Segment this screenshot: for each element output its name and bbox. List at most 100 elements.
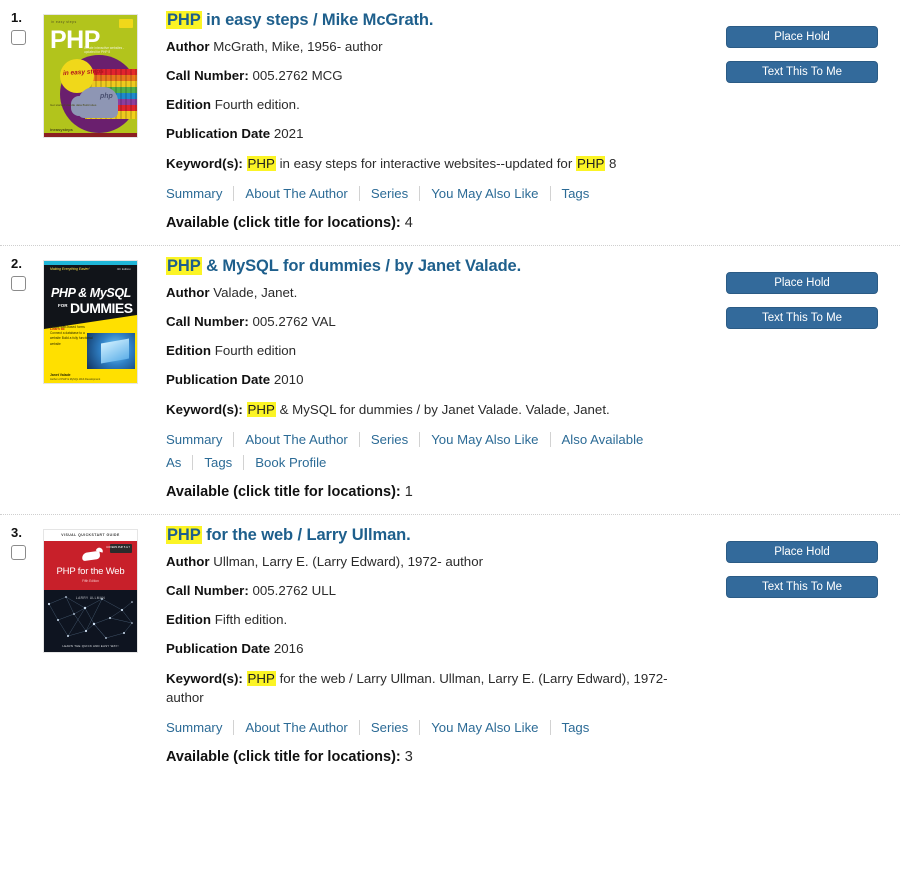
record-title[interactable]: PHP & MySQL for dummies / by Janet Valad… — [166, 256, 708, 277]
keywords-row: Keyword(s): PHP & MySQL for dummies / by… — [166, 400, 708, 419]
text-this-to-me-button[interactable]: Text This To Me — [726, 576, 878, 598]
cover-elephant-label: php — [100, 93, 113, 100]
link-book-profile[interactable]: Book Profile — [243, 455, 338, 470]
link-tags[interactable]: Tags — [192, 455, 244, 470]
record-links: Summary About The Author Series You May Als… — [166, 716, 708, 739]
result-record: 2. Making Everything Easier! 4th Edition… — [0, 246, 900, 515]
keyword-highlight-1: PHP — [246, 402, 276, 417]
record-links: Summary About The Author Series You May Als… — [166, 428, 708, 474]
keywords-row: Keyword(s): PHP in easy steps for intera… — [166, 154, 708, 173]
keyword-highlight-2: PHP — [575, 156, 606, 171]
record-number: 1. — [11, 10, 23, 25]
link-about-the-author[interactable]: About The Author — [233, 186, 359, 201]
link-series[interactable]: Series — [358, 720, 420, 735]
title-rest: in easy steps / Mike McGrath. — [201, 11, 434, 29]
availability-label: Available (click title for locations): — [166, 215, 401, 231]
record-number: 2. — [11, 256, 23, 271]
cover-header-strip — [44, 530, 137, 541]
cover-top-stripe — [44, 261, 137, 265]
publication-date-label: Publication Date — [166, 372, 271, 387]
call-number-row: Call Number: 005.2762 ULL — [166, 582, 708, 600]
cover-column: Making Everything Easier! 4th Edition PH… — [44, 254, 166, 514]
link-about-the-author[interactable]: About The Author — [233, 432, 359, 447]
place-hold-button[interactable]: Place Hold — [726, 541, 878, 563]
record-actions: Place Hold Text This To Me — [720, 8, 900, 245]
record-number: 3. — [11, 525, 23, 540]
availability-label: Available (click title for locations): — [166, 484, 401, 500]
title-rest: & MySQL for dummies / by Janet Valade. — [201, 257, 522, 275]
publication-date-row: Publication Date 2010 — [166, 371, 708, 389]
record-checkbox[interactable] — [11, 276, 26, 291]
author-row: Author Valade, Janet. — [166, 284, 708, 302]
place-hold-button[interactable]: Place Hold — [726, 26, 878, 48]
publication-date-label: Publication Date — [166, 641, 271, 656]
place-hold-button[interactable]: Place Hold — [726, 272, 878, 294]
author-row: Author McGrath, Mike, 1956- author — [166, 38, 708, 56]
result-record: 1. in easy steps PHP Create interactive … — [0, 0, 900, 246]
cover-main-title: PHP for the Web — [56, 566, 125, 577]
author-value: Ullman, Larry E. (Larry Edward), 1972- a… — [213, 554, 484, 569]
cover-corner-badge — [119, 19, 133, 28]
link-you-may-also-like[interactable]: You May Also Like — [419, 186, 550, 201]
link-summary[interactable]: Summary — [166, 186, 223, 201]
availability-row: Available (click title for locations): 3 — [166, 748, 708, 767]
link-you-may-also-like[interactable]: You May Also Like — [419, 432, 550, 447]
link-summary[interactable]: Summary — [166, 720, 223, 735]
cover-series-label: VISUAL QUICKSTART GUIDE — [61, 533, 120, 537]
cover-author-desc: Author of PHP & MySQL Web Development — [50, 378, 101, 381]
availability-row: Available (click title for locations): 1 — [166, 483, 708, 502]
text-this-to-me-button[interactable]: Text This To Me — [726, 307, 878, 329]
availability-count: 3 — [404, 749, 413, 765]
call-number-label: Call Number: — [166, 68, 249, 83]
edition-value: Fourth edition. — [214, 97, 300, 112]
edition-label: Edition — [166, 612, 212, 627]
call-number-row: Call Number: 005.2762 VAL — [166, 313, 708, 331]
availability-label: Available (click title for locations): — [166, 749, 401, 765]
cover-column: in easy steps PHP Create interactive web… — [44, 8, 166, 245]
record-checkbox[interactable] — [11, 545, 26, 560]
link-series[interactable]: Series — [358, 432, 420, 447]
publication-date-row: Publication Date 2016 — [166, 640, 708, 658]
link-you-may-also-like[interactable]: You May Also Like — [419, 720, 550, 735]
cover-version-badge — [110, 544, 132, 553]
record-title[interactable]: PHP for the web / Larry Ullman. — [166, 525, 708, 546]
cover-main-title: PHP & MySQL — [51, 286, 131, 300]
title-highlight: PHP — [166, 11, 202, 29]
record-actions: Place Hold Text This To Me — [720, 523, 900, 779]
cover-dummies-word: DUMMIES — [70, 300, 133, 316]
availability-count: 1 — [404, 484, 413, 500]
keywords-middle: in easy steps for interactive websites--… — [275, 156, 576, 171]
link-series[interactable]: Series — [358, 186, 420, 201]
keywords-label: Keyword(s): — [166, 156, 243, 171]
availability-row: Available (click title for locations): 4 — [166, 214, 708, 233]
link-summary[interactable]: Summary — [166, 432, 223, 447]
book-cover-image[interactable]: in easy steps PHP Create interactive web… — [44, 15, 137, 137]
edition-value: Fourth edition — [214, 343, 297, 358]
text-this-to-me-button[interactable]: Text This To Me — [726, 61, 878, 83]
record-selector: 2. — [0, 254, 44, 514]
author-row: Author Ullman, Larry E. (Larry Edward), … — [166, 553, 708, 571]
book-cover-image[interactable]: VISUAL QUICKSTART GUIDE COVERS PHP 5 & 7… — [44, 530, 137, 652]
cover-elephant-icon — [71, 87, 118, 118]
edition-row: Edition Fifth edition. — [166, 611, 708, 629]
link-tags[interactable]: Tags — [549, 720, 601, 735]
cover-bullets: Get started Handle data Build sites — [50, 103, 97, 107]
record-details: PHP in easy steps / Mike McGrath. Author… — [166, 8, 720, 245]
cover-top-label: in easy steps — [51, 20, 77, 24]
book-cover-image[interactable]: Making Everything Easier! 4th Edition PH… — [44, 261, 137, 383]
link-also-available-as[interactable]: Also Available As — [166, 432, 644, 470]
keyword-highlight-1: PHP — [246, 671, 276, 686]
publication-date-value: 2016 — [273, 641, 304, 656]
link-about-the-author[interactable]: About The Author — [233, 720, 359, 735]
publication-date-row: Publication Date 2021 — [166, 125, 708, 143]
author-label: Author — [166, 285, 210, 300]
keywords-middle: & MySQL for dummies / by Janet Valade. V… — [275, 402, 610, 417]
link-tags[interactable]: Tags — [549, 186, 601, 201]
result-record: 3. VISUAL QUICKSTART GUIDE COVERS PHP 5 … — [0, 515, 900, 779]
record-links: Summary About The Author Series You May Als… — [166, 182, 708, 205]
record-title[interactable]: PHP in easy steps / Mike McGrath. — [166, 10, 708, 31]
record-checkbox[interactable] — [11, 30, 26, 45]
author-label: Author — [166, 39, 210, 54]
edition-label: Edition — [166, 97, 212, 112]
record-details: PHP & MySQL for dummies / by Janet Valad… — [166, 254, 720, 514]
